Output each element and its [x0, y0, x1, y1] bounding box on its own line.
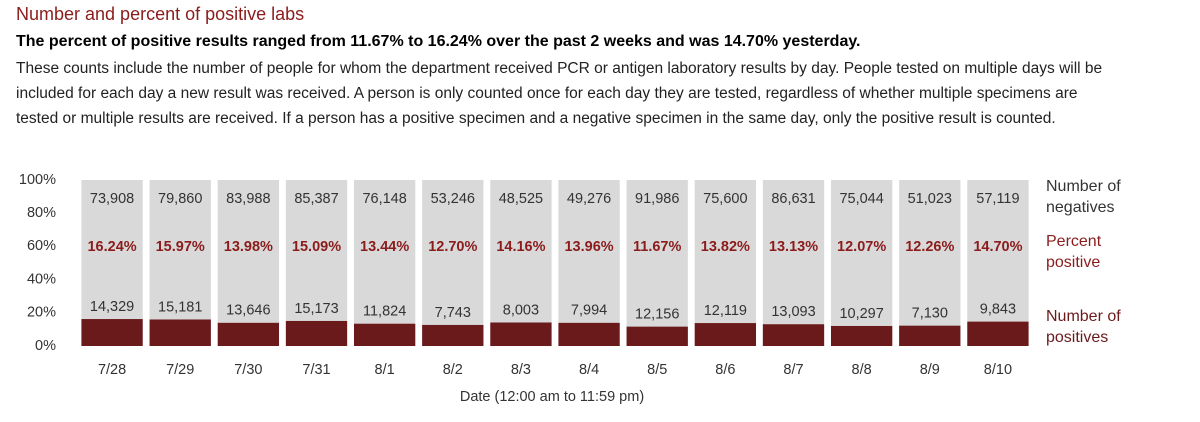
positives-label: 12,119	[704, 303, 747, 319]
x-tick-label: 8/7	[783, 362, 803, 378]
legend-percent: Percent positive	[1046, 233, 1102, 271]
positives-label: 7,743	[435, 305, 471, 321]
x-tick-label: 8/5	[647, 362, 667, 378]
bar-positives	[762, 324, 825, 346]
x-tick-label: 8/10	[984, 362, 1012, 378]
percent-label: 13.98%	[224, 239, 273, 255]
bar-positives	[967, 321, 1029, 346]
negatives-label: 86,631	[771, 191, 815, 207]
bar-negatives	[149, 180, 211, 320]
positives-label: 7,130	[912, 305, 948, 321]
negatives-label: 51,023	[908, 191, 952, 207]
positives-label: 13,093	[771, 304, 815, 320]
bar-positives	[490, 322, 552, 346]
bar-positives	[558, 322, 620, 346]
x-tick-label: 8/9	[920, 362, 940, 378]
bar-positives	[81, 319, 143, 346]
positives-label: 13,646	[226, 303, 270, 319]
subtitle: The percent of positive results ranged f…	[16, 33, 861, 50]
negatives-label: 48,525	[499, 191, 543, 207]
percent-label: 15.09%	[292, 239, 341, 255]
y-tick-label: 60%	[27, 238, 56, 254]
percent-label: 16.24%	[87, 239, 136, 255]
x-axis-title: Date (12:00 am to 11:59 pm)	[460, 389, 644, 405]
x-tick-label: 7/28	[98, 362, 126, 378]
bar-positives	[285, 320, 348, 346]
negatives-label: 75,044	[839, 191, 883, 207]
percent-label: 13.44%	[360, 239, 409, 255]
positives-label: 11,824	[363, 304, 406, 320]
positives-label: 15,173	[294, 301, 338, 317]
title: Number and percent of positive labs	[16, 4, 305, 24]
positives-label: 14,329	[90, 299, 134, 315]
bar-positives	[149, 319, 211, 346]
bar-negatives	[490, 180, 552, 323]
positives-label: 15,181	[158, 299, 202, 315]
percent-label: 13.82%	[701, 239, 750, 255]
negatives-label: 53,246	[431, 191, 475, 207]
legend-positives: Number of positives	[1046, 308, 1121, 346]
bar-positives	[626, 326, 688, 346]
negatives-label: 83,988	[226, 191, 270, 207]
bar-negatives	[967, 180, 1029, 322]
bar-negatives	[422, 180, 484, 325]
bar-negatives	[217, 180, 280, 323]
y-tick-label: 80%	[27, 205, 56, 221]
positives-label: 8,003	[503, 302, 539, 318]
percent-label: 13.13%	[769, 239, 818, 255]
legend-negatives: Number of negatives	[1046, 178, 1121, 216]
negatives-label: 75,600	[703, 191, 747, 207]
y-tick-label: 20%	[27, 305, 56, 321]
bar-negatives	[762, 180, 825, 325]
negatives-label: 57,119	[976, 191, 1019, 207]
positives-label: 12,156	[635, 306, 679, 322]
bar-positives	[422, 324, 484, 346]
bar-negatives	[353, 180, 416, 324]
y-tick-label: 40%	[27, 271, 56, 287]
percent-label: 12.07%	[837, 239, 886, 255]
x-tick-label: 8/4	[579, 362, 599, 378]
bar-negatives	[626, 180, 688, 327]
negatives-label: 91,986	[635, 191, 679, 207]
positives-label: 10,297	[839, 306, 883, 322]
x-tick-label: 8/1	[375, 362, 395, 378]
x-tick-label: 7/30	[234, 362, 262, 378]
description: These counts include the number of peopl…	[16, 60, 1103, 127]
x-tick-label: 7/31	[302, 362, 330, 378]
bar-positives	[899, 325, 961, 346]
percent-label: 11.67%	[633, 239, 681, 255]
x-tick-label: 8/3	[511, 362, 531, 378]
x-tick-label: 8/2	[443, 362, 463, 378]
negatives-label: 76,148	[362, 191, 406, 207]
y-tick-label: 0%	[35, 338, 56, 354]
percent-label: 13.96%	[564, 239, 613, 255]
bar-positives	[353, 323, 416, 346]
percent-label: 12.70%	[428, 239, 477, 255]
bar-positives	[217, 322, 280, 346]
negatives-label: 79,860	[158, 191, 202, 207]
positives-label: 9,843	[980, 301, 1016, 317]
x-tick-label: 7/29	[166, 362, 194, 378]
bar-negatives	[558, 180, 620, 323]
bar-negatives	[285, 180, 348, 321]
percent-label: 14.16%	[496, 239, 545, 255]
x-tick-label: 8/6	[715, 362, 735, 378]
percent-label: 12.26%	[905, 239, 954, 255]
bar-positives	[694, 323, 757, 346]
bar-negatives	[694, 180, 757, 324]
bar-negatives	[830, 180, 893, 326]
y-tick-label: 100%	[19, 172, 56, 188]
negatives-label: 49,276	[567, 191, 611, 207]
negatives-label: 73,908	[90, 191, 134, 207]
percent-label: 14.70%	[973, 239, 1022, 255]
bar-negatives	[81, 180, 143, 320]
negatives-label: 85,387	[294, 191, 338, 207]
x-tick-label: 8/8	[852, 362, 872, 378]
bar-positives	[830, 325, 893, 346]
bar-negatives	[899, 180, 961, 326]
positives-label: 7,994	[571, 303, 607, 319]
percent-label: 15.97%	[156, 239, 205, 255]
